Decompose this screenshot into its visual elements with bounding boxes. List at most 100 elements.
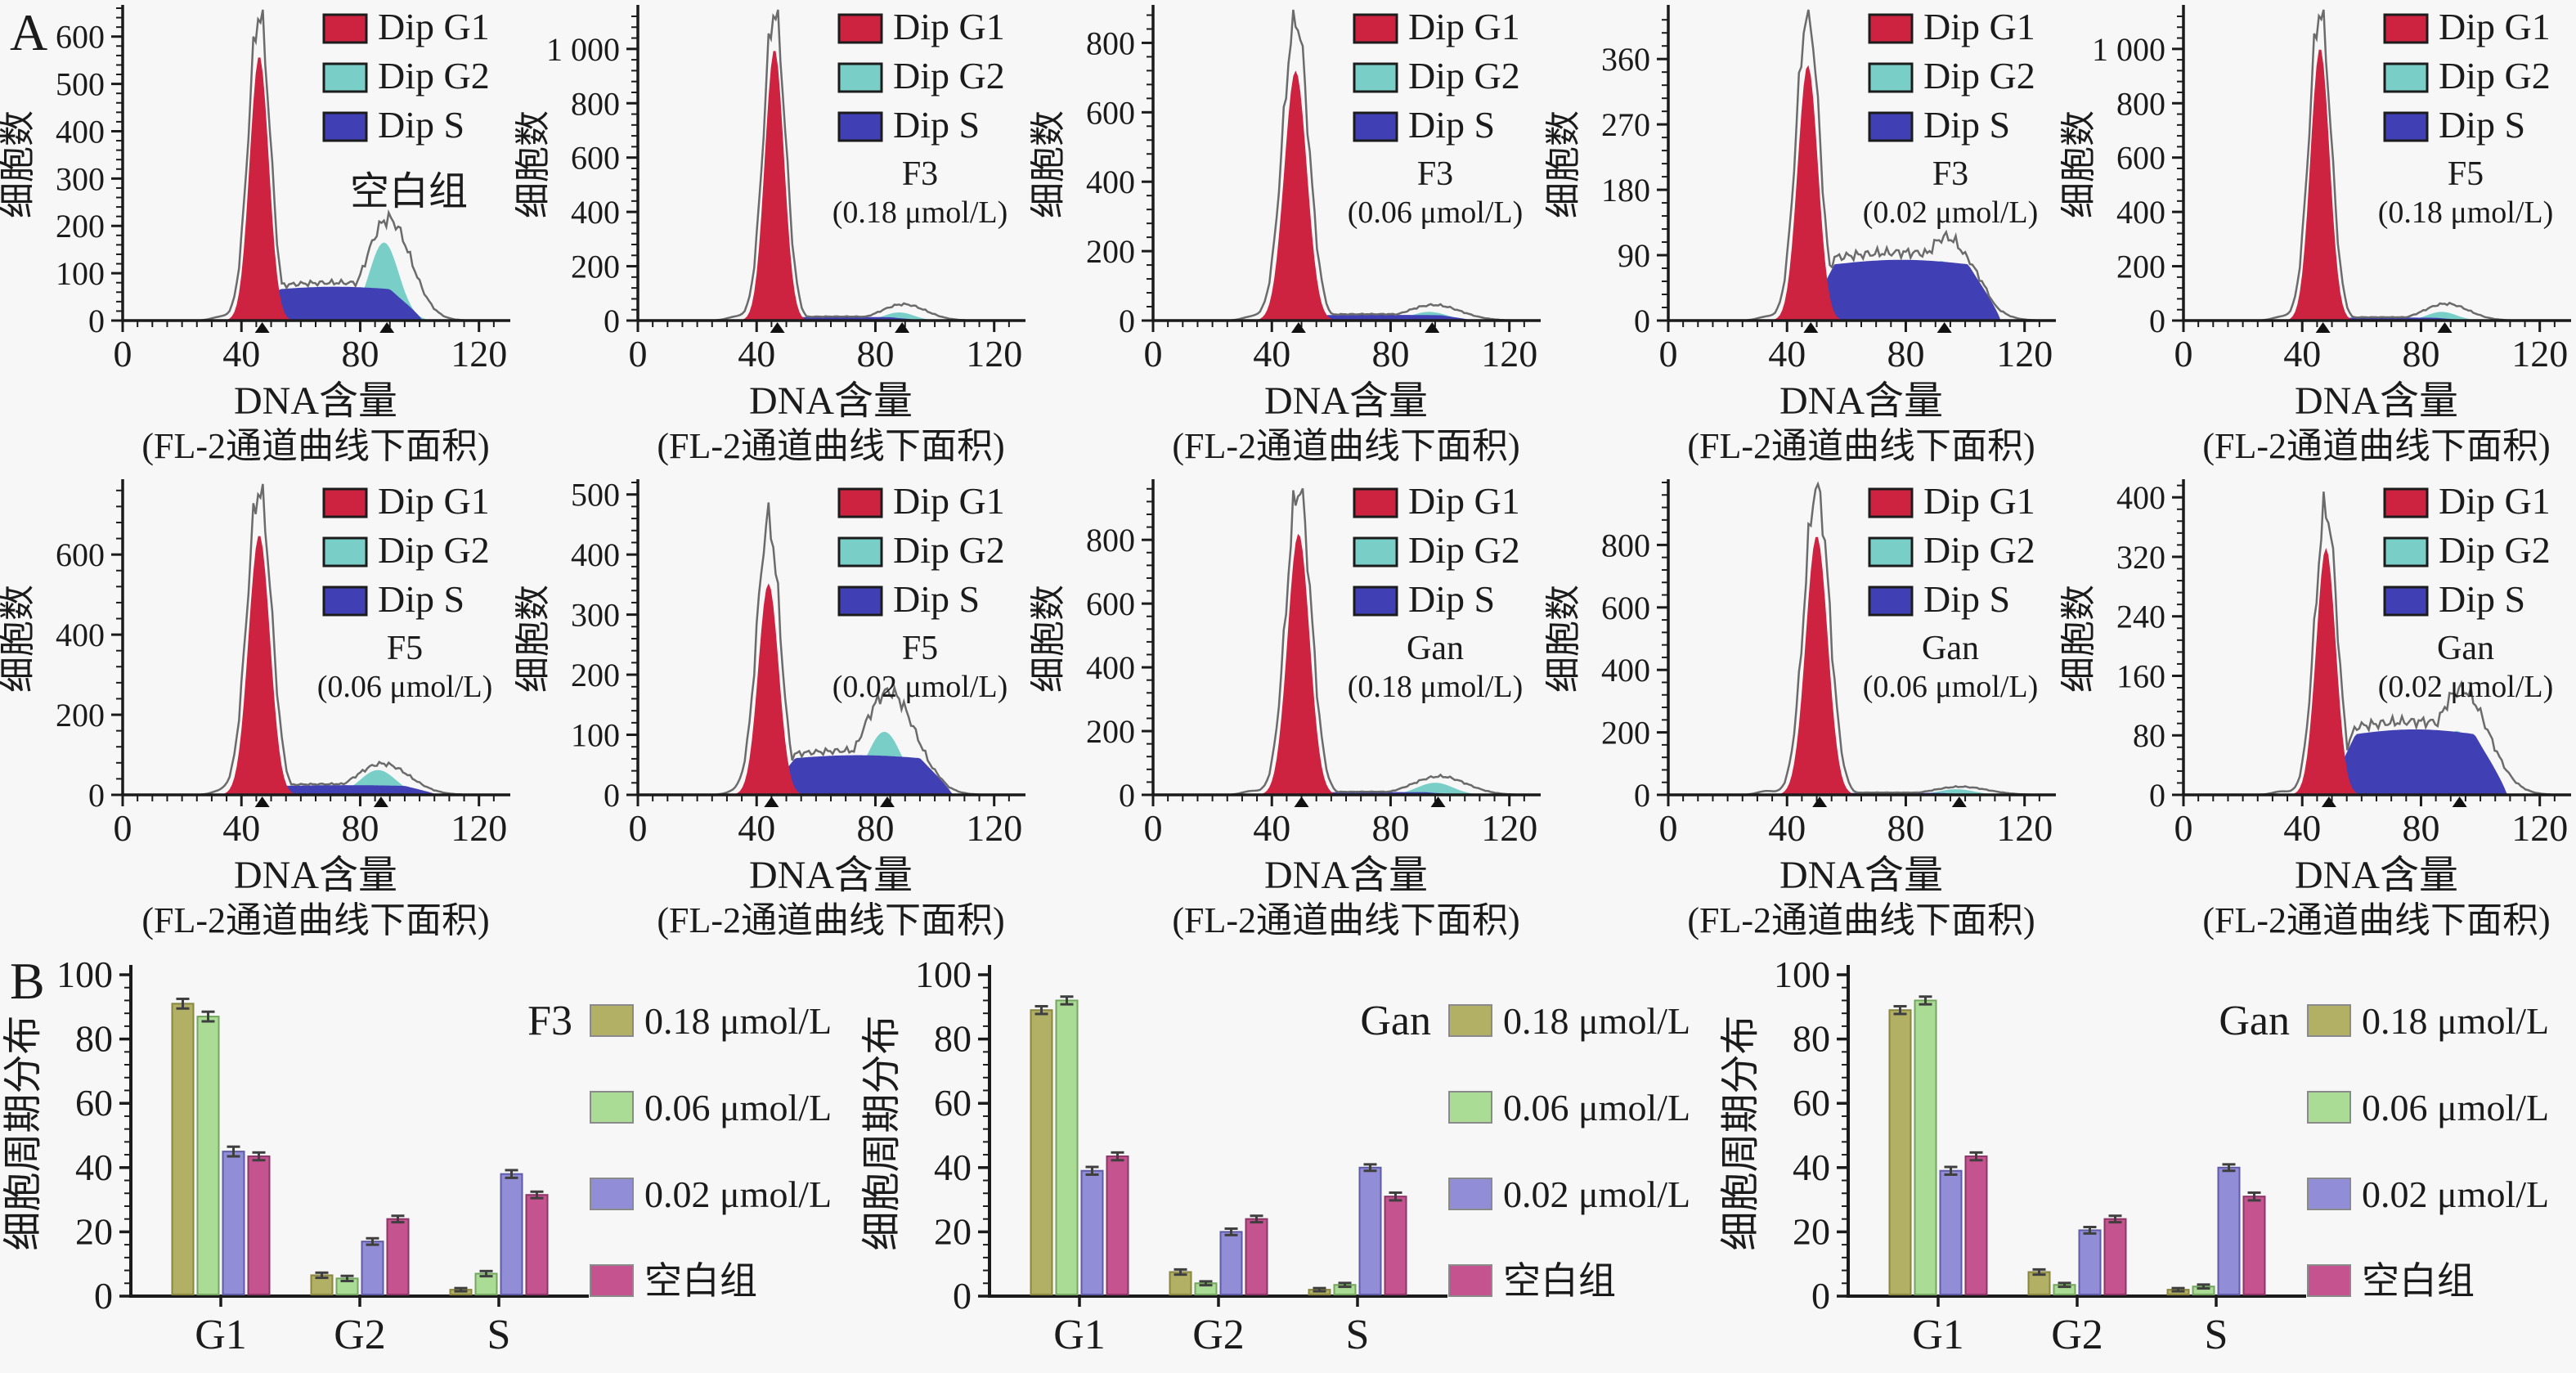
y-tick-label: 400 [1086,164,1135,200]
x-tick-label: 0 [114,807,132,849]
y-axis-title: 细胞周期分布 [1719,1015,1762,1250]
y-tick-label: 80 [934,1018,972,1060]
legend-swatch [590,1264,634,1297]
histogram-gan-006: 0 200 400 600 800 0 40 80 120 细胞数 DNA含量(FL-2通道曲线下面… [1546,479,2056,940]
y-tick-label: 800 [1086,25,1135,61]
group-concentration-label: (0.18 μmol/L) [1348,670,1524,704]
x-axis-title: DNA含量 [234,379,397,423]
x-tick-label: 120 [451,807,507,849]
x-tick-label: 120 [966,333,1022,375]
dip-s-swatch [1353,586,1398,617]
y-tick-label: 500 [571,477,620,514]
x-tick-label: 80 [1371,333,1409,375]
category-label: S [2205,1312,2228,1358]
group-label: Gan [1922,630,1979,667]
y-tick-label: 600 [56,19,105,56]
legend-label: Dip G2 [378,529,490,571]
x-axis-title: DNA含量 [1779,379,1943,423]
y-tick-label: 400 [1601,652,1650,689]
legend-label: Dip G1 [1923,480,2035,522]
barchart-bar-gan-2: 0 20 40 60 80 100 G1 G2 S 细胞周期分布 Gan 0.18 μmol/L 0.0… [1719,953,2549,1358]
x-tick-label: 80 [2402,807,2439,849]
y-tick-label: 0 [953,1275,972,1317]
peak-marker-triangle [1294,796,1309,807]
x-tick-label: 80 [856,807,894,849]
y-tick-label: 20 [1793,1210,1830,1252]
dip-g1-swatch [1353,487,1398,518]
y-tick-label: 0 [604,303,620,339]
x-axis-subtitle: (FL-2通道曲线下面积) [141,900,489,940]
barchart-bar-f3: 0 20 40 60 80 100 G1 G2 S 细胞周期分布 F3 0.18 μmol/L 0.06… [2,953,832,1358]
peak-marker-triangle [2315,322,2331,333]
y-tick-label: 0 [2149,303,2165,339]
peak-marker-triangle [2437,322,2453,333]
x-axis-title: DNA含量 [234,854,397,897]
legend-label: 0.06 μmol/L [644,1087,832,1128]
y-tick-label: 600 [2116,140,2165,177]
dip-s-area [170,785,503,795]
group-concentration-label: (0.02 μmol/L) [832,670,1008,704]
y-tick-label: 200 [1601,715,1650,752]
legend-swatch [2307,1264,2351,1297]
legend-label: 空白组 [644,1260,757,1302]
legend-label: Dip G2 [1923,529,2035,571]
y-tick-label: 500 [56,66,105,103]
dip-s-swatch [1868,586,1914,617]
bar [1030,1009,1053,1295]
group-label: Gan [1407,630,1464,667]
dip-s-swatch [837,111,883,142]
legend-label: Dip G2 [893,529,1005,571]
x-tick-label: 40 [222,807,260,849]
bar [1219,1231,1243,1295]
x-axis-subtitle: (FL-2通道曲线下面积) [1172,426,1519,466]
dip-s-swatch [837,586,883,617]
x-axis-title: DNA含量 [1264,379,1428,423]
y-axis-title: 细胞数 [1030,110,1068,218]
legend-label: Dip S [1408,578,1495,620]
x-tick-label: 0 [114,333,132,375]
y-tick-label: 600 [1086,94,1135,131]
histogram-f3-006: 0 200 400 600 800 0 40 80 120 细胞数 DNA含量(FL-2通道曲线下面… [1030,5,1541,466]
dip-s-area [2231,729,2564,795]
y-axis-title: 细胞数 [515,585,553,693]
y-axis-title: 细胞周期分布 [860,1015,904,1250]
bar [196,1016,220,1295]
bar-group-title: Gan [1360,998,1431,1044]
x-axis-title: DNA含量 [2295,379,2458,423]
y-tick-label: 400 [571,194,620,231]
y-tick-label: 240 [2116,599,2165,635]
peak-marker-triangle [895,322,910,333]
legend-swatch [590,1091,634,1124]
legend-label: Dip G1 [378,6,490,47]
x-axis-title: DNA含量 [1264,854,1428,897]
y-axis-title: 细胞数 [1546,585,1583,693]
x-tick-label: 0 [1659,807,1678,849]
dip-g2-swatch [1868,62,1914,93]
x-tick-label: 120 [1481,333,1537,375]
x-axis-title: DNA含量 [2295,854,2458,897]
x-tick-label: 0 [2174,807,2193,849]
peak-marker-triangle [254,322,270,333]
y-tick-label: 0 [1119,777,1135,814]
x-tick-label: 0 [1144,807,1163,849]
total-curve-outline [170,483,503,796]
x-tick-label: 120 [966,807,1022,849]
bar [1169,1271,1192,1295]
x-axis-subtitle: (FL-2通道曲线下面积) [657,426,1004,466]
legend-label: Dip G1 [378,480,490,522]
y-axis-title: 细胞数 [1030,585,1068,693]
legend-label: Dip G1 [2439,480,2551,522]
peak-marker-triangle [373,796,388,807]
x-axis-title: DNA含量 [749,379,913,423]
y-tick-label: 0 [1634,777,1650,814]
y-tick-label: 400 [571,536,620,573]
y-tick-label: 400 [56,617,105,653]
dip-g1-area [685,583,1018,795]
dip-s-area [2231,317,2564,321]
group-label: F3 [902,155,938,193]
category-label: S [1346,1312,1370,1358]
y-tick-label: 80 [1793,1018,1830,1060]
x-tick-label: 120 [2511,333,2568,375]
y-tick-label: 800 [2116,85,2165,122]
y-tick-label: 80 [75,1018,113,1060]
